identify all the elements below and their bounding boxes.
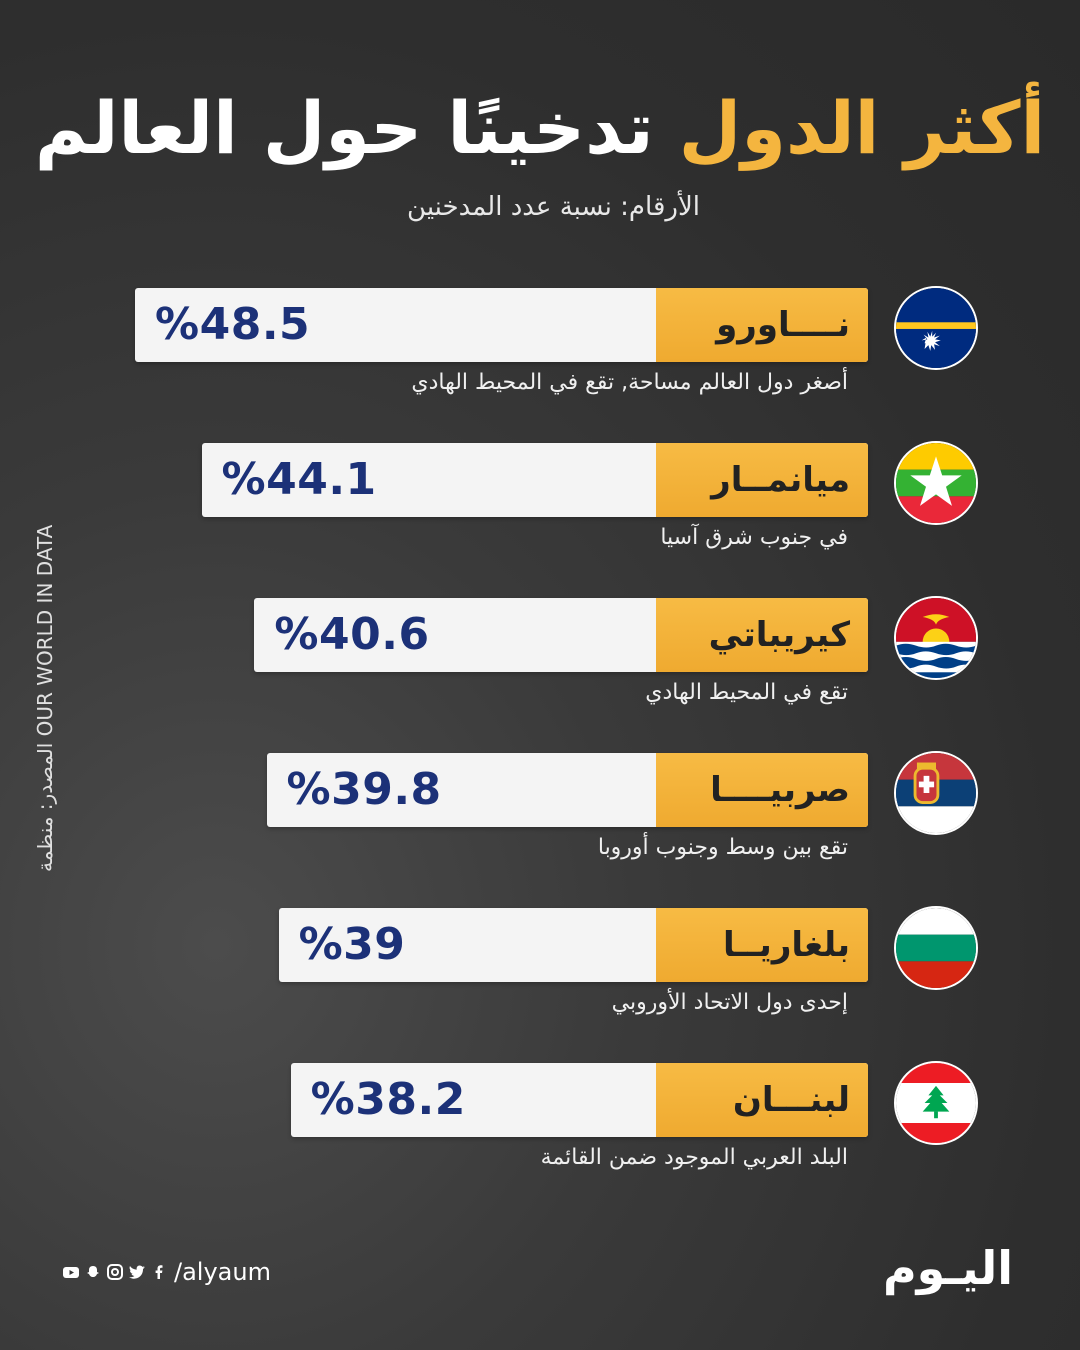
value-label: %48.5 bbox=[155, 299, 311, 350]
alyaum-logo: اليـوم bbox=[882, 1241, 1014, 1295]
lebanon-flag-icon bbox=[894, 1061, 978, 1145]
subtitle: الأرقام: نسبة عدد المدخنين bbox=[407, 192, 700, 222]
country-label: صربيــــا bbox=[656, 753, 868, 827]
serbia-flag-icon bbox=[894, 751, 978, 835]
value-label: %40.6 bbox=[274, 609, 430, 660]
value-label: %38.2 bbox=[310, 1074, 466, 1125]
title-rest: تدخينًا حول العالم bbox=[34, 86, 654, 170]
kiribati-flag-icon bbox=[894, 596, 978, 680]
page-title: أكثر الدول تدخينًا حول العالم bbox=[0, 78, 1080, 178]
value-label: %44.1 bbox=[221, 454, 377, 505]
chart-row: نــــاورو %48.5 أصغر دول العالم مساحة, تقع… bbox=[0, 286, 1080, 428]
social-icons bbox=[62, 1264, 168, 1280]
social-handle[interactable]: /alyaum bbox=[174, 1258, 271, 1286]
bar: ميانمــار %44.1 bbox=[201, 443, 868, 517]
facebook-icon[interactable] bbox=[150, 1264, 168, 1280]
snapchat-icon[interactable] bbox=[84, 1264, 102, 1280]
value-label: %39.8 bbox=[286, 764, 442, 815]
instagram-icon[interactable] bbox=[106, 1264, 124, 1280]
chart-row: كيريباتي %40.6 تقع في المحيط الهادي bbox=[0, 596, 1080, 738]
country-label: نــــاورو bbox=[656, 288, 868, 362]
youtube-icon[interactable] bbox=[62, 1264, 80, 1280]
country-note: تقع بين وسط وجنوب أوروبا bbox=[597, 835, 848, 860]
nauru-flag-icon bbox=[894, 286, 978, 370]
bar: صربيــــا %39.8 bbox=[266, 753, 868, 827]
bar: لبنـــان %38.2 bbox=[290, 1063, 868, 1137]
country-note: إحدى دول الاتحاد الأوروبي bbox=[611, 990, 848, 1015]
twitter-icon[interactable] bbox=[128, 1264, 146, 1280]
value-label: %39 bbox=[298, 919, 406, 970]
country-note: البلد العربي الموجود ضمن القائمة bbox=[540, 1145, 848, 1170]
bar: كيريباتي %40.6 bbox=[254, 598, 868, 672]
bar: نــــاورو %48.5 bbox=[135, 288, 868, 362]
bar: بلغاريــا %39 bbox=[278, 908, 868, 982]
chart-row: صربيــــا %39.8 تقع بين وسط وجنوب أوروبا bbox=[0, 751, 1080, 893]
country-note: أصغر دول العالم مساحة, تقع في المحيط اله… bbox=[411, 370, 848, 395]
country-label: لبنـــان bbox=[656, 1063, 868, 1137]
country-note: في جنوب شرق آسيا bbox=[660, 525, 848, 550]
title-highlight: أكثر الدول bbox=[678, 86, 1046, 170]
bulgaria-flag-icon bbox=[894, 906, 978, 990]
country-note: تقع في المحيط الهادي bbox=[645, 680, 848, 705]
country-label: بلغاريــا bbox=[656, 908, 868, 982]
myanmar-flag-icon bbox=[894, 441, 978, 525]
chart-row: ميانمــار %44.1 في جنوب شرق آسيا bbox=[0, 441, 1080, 583]
country-label: ميانمــار bbox=[656, 443, 868, 517]
chart-row: بلغاريــا %39 إحدى دول الاتحاد الأوروبي bbox=[0, 906, 1080, 1048]
chart-row: لبنـــان %38.2 البلد العربي الموجود ضمن ال… bbox=[0, 1061, 1080, 1203]
country-label: كيريباتي bbox=[656, 598, 868, 672]
